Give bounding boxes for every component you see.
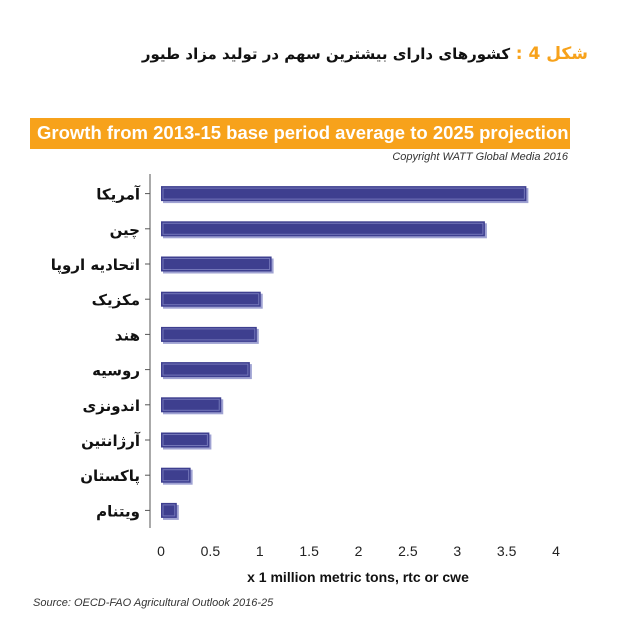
category-label: پاکستان [80,467,140,486]
bar-highlight [162,363,249,376]
bar-highlight [162,504,176,517]
x-tick-label: 1.5 [299,543,319,559]
bars-group [161,186,529,520]
x-tick-label: 3 [453,543,461,559]
source-text: Source: OECD-FAO Agricultural Outlook 20… [33,597,274,609]
category-label: روسیه [92,362,140,380]
chart-title-banner: Growth from 2013-15 base period average … [30,118,570,149]
x-tick-label: 2.5 [398,543,418,559]
bar-highlight [162,222,484,235]
x-axis-group: 0 0.5 1 1.5 2 2.5 3 3.5 4 [145,174,560,559]
figure-title: کشورهای دارای بیشترین سهم در تولید مزاد … [141,45,511,63]
category-label: چین [110,221,140,240]
chart-title: Growth from 2013-15 base period average … [37,122,569,143]
x-axis-label: x 1 million metric tons, rtc or cwe [247,569,469,585]
x-tick-label: 3.5 [497,543,517,559]
category-label: هند [115,326,140,344]
bar [161,256,272,272]
category-label: مکزیک [92,291,140,309]
x-tick-label: 1 [256,543,264,559]
x-tick-label: 0.5 [201,543,221,559]
bar [161,397,222,413]
category-label: اندونزی [83,397,140,415]
bar-highlight [162,258,271,270]
bar-highlight [162,434,208,446]
bar [161,291,261,307]
figure-heading: شکل 4 : کشورهای دارای بیشترین سهم در تول… [142,44,588,64]
bar-highlight [162,469,190,482]
category-label: اتحادیه اروپا [51,256,140,275]
x-tick-label: 2 [355,543,363,559]
x-tick-label: 4 [552,543,560,559]
bar [161,362,250,378]
category-labels-group: آمریکا چین اتحادیه اروپا مکزیک هند روسیه اندون… [51,186,141,521]
bar [161,221,485,237]
bar-highlight [162,328,256,341]
bar-highlight [162,187,525,200]
bar [161,502,177,518]
category-label: ویتنام [96,502,140,520]
bar [161,432,210,448]
bar-highlight [162,398,220,411]
bar [161,186,527,202]
category-label: آمریکا [96,186,141,204]
figure-number: شکل 4 : [515,44,588,64]
x-tick-label: 0 [157,543,165,559]
bar [161,326,257,342]
copyright-text: Copyright WATT Global Media 2016 [392,151,568,163]
bar [161,467,191,483]
bar-highlight [162,293,260,306]
category-label: آرژانتین [81,432,141,450]
